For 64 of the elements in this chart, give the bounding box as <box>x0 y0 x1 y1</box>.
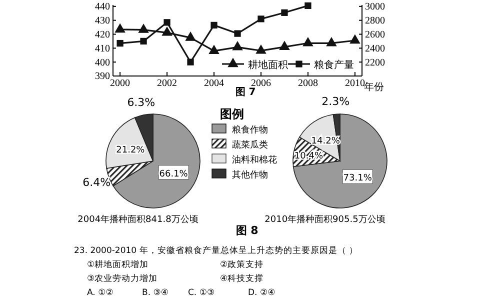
point <box>281 9 288 16</box>
point <box>116 40 124 47</box>
legend-label: 蔬菜瓜类 <box>232 140 268 150</box>
text: B. ③④ <box>142 288 168 298</box>
point <box>256 44 266 54</box>
point <box>326 36 337 46</box>
data-label: 6.3% <box>127 96 156 110</box>
y2-tick-label: 2200 <box>365 57 385 68</box>
data-label: 6.4% <box>82 176 111 190</box>
point <box>232 40 243 50</box>
x-tick-label: 2004 <box>204 78 224 90</box>
x-tick-label: 2002 <box>157 78 178 90</box>
text: 23. 2000-2010 年，安徽省粮食产量总体呈上升态势的主要原因是（ ） <box>74 245 358 256</box>
data-label: 2.3% <box>322 94 350 108</box>
point <box>279 40 290 50</box>
point <box>350 34 360 44</box>
point <box>302 36 314 46</box>
y-tick-label: 400 <box>95 57 110 68</box>
point <box>185 32 196 41</box>
x-axis-title: 年份 <box>364 81 384 93</box>
pie-slice <box>292 114 388 208</box>
y-tick-label: 430 <box>95 16 110 27</box>
point <box>164 19 170 26</box>
point <box>140 38 147 45</box>
legend-label: 耕地面积 <box>248 59 288 71</box>
y-tick-label: 440 <box>95 2 110 13</box>
point <box>162 26 172 36</box>
x-tick-label: 2008 <box>298 78 318 90</box>
text: A. ①② <box>87 288 114 298</box>
y2-tick-label: 2600 <box>365 29 385 40</box>
legend-label: 其他作物 <box>232 170 268 180</box>
y-tick-label: 420 <box>95 29 110 40</box>
text: 2010年播种面积905.5万公顷 <box>264 214 386 225</box>
text: ③农业劳动力增加 <box>87 273 158 284</box>
legend-label: 油料和棉花 <box>232 154 277 166</box>
y2-tick-label: 3000 <box>365 2 385 13</box>
y-tick-label: 390 <box>95 71 110 82</box>
text: ②政策支持 <box>220 259 264 270</box>
text: ④科技支撑 <box>220 273 264 284</box>
point <box>304 2 312 10</box>
caption: 图 8 <box>236 224 258 237</box>
point <box>208 44 220 54</box>
point <box>258 16 264 22</box>
point <box>210 22 218 28</box>
text: 2004年播种面积841.8万公顷 <box>78 214 198 225</box>
point <box>234 30 241 37</box>
x-tick-label: 2000 <box>110 78 130 90</box>
text: C. ①③ <box>188 288 215 298</box>
y2-tick-label: 2800 <box>365 16 385 27</box>
point <box>138 24 149 33</box>
text: 图 7 <box>235 87 256 98</box>
legend-label: 粮食产量 <box>314 59 354 71</box>
data-label: 66.1% <box>159 169 188 180</box>
point <box>114 23 126 33</box>
y-tick-label: 410 <box>95 43 110 54</box>
legend-label: 粮食作物 <box>232 124 268 136</box>
x-tick-label: 2010 <box>344 78 365 90</box>
data-label: 21.2% <box>116 145 146 156</box>
data-label: 73.1% <box>343 174 372 184</box>
text: D. ②④ <box>248 288 276 298</box>
legend-title: 图例 <box>220 107 244 121</box>
y2-tick-label: 2400 <box>365 43 385 54</box>
point <box>187 58 194 66</box>
text: ①耕地面积增加 <box>87 259 149 270</box>
